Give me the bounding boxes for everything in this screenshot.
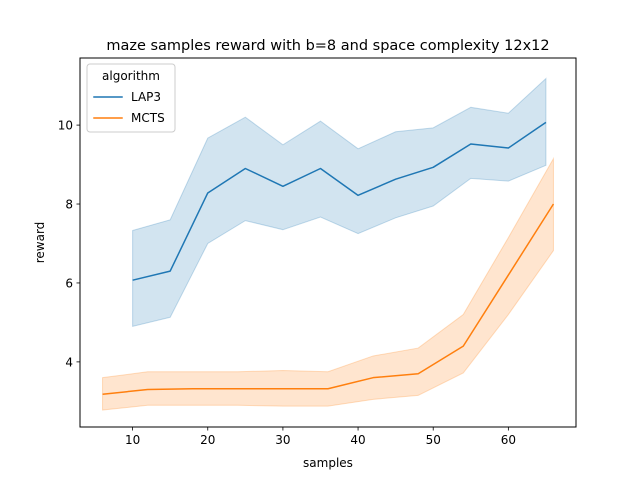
x-tick-label: 60 (501, 433, 516, 447)
x-tick-label: 40 (350, 433, 365, 447)
x-axis-label: samples (303, 456, 353, 470)
legend-box (86, 63, 176, 133)
x-tick-label: 20 (200, 433, 215, 447)
chart-title: maze samples reward with b=8 and space c… (106, 38, 549, 54)
legend: algorithm LAP3 MCTS (86, 63, 176, 133)
series-lines (102, 121, 555, 395)
plot-frame (79, 57, 577, 428)
line-mcts (102, 203, 555, 395)
y-axis-ticks: 4 6 8 10 (58, 119, 80, 369)
legend-label-mcts: MCTS (131, 111, 165, 125)
y-tick-label: 8 (65, 198, 73, 212)
x-axis-ticks: 10 20 30 40 50 60 (125, 427, 516, 447)
y-tick-label: 6 (65, 276, 73, 290)
legend-title: algorithm (102, 69, 160, 83)
x-tick-label: 30 (275, 433, 290, 447)
band-mcts (102, 156, 554, 411)
confidence-bands (102, 77, 554, 411)
x-tick-label: 50 (426, 433, 441, 447)
x-tick-label: 10 (125, 433, 140, 447)
line-lap3 (132, 121, 547, 281)
y-axis-label: reward (33, 222, 47, 264)
y-tick-label: 4 (65, 355, 73, 369)
legend-label-lap3: LAP3 (131, 90, 161, 104)
y-tick-label: 10 (58, 119, 73, 133)
band-lap3 (132, 77, 547, 327)
